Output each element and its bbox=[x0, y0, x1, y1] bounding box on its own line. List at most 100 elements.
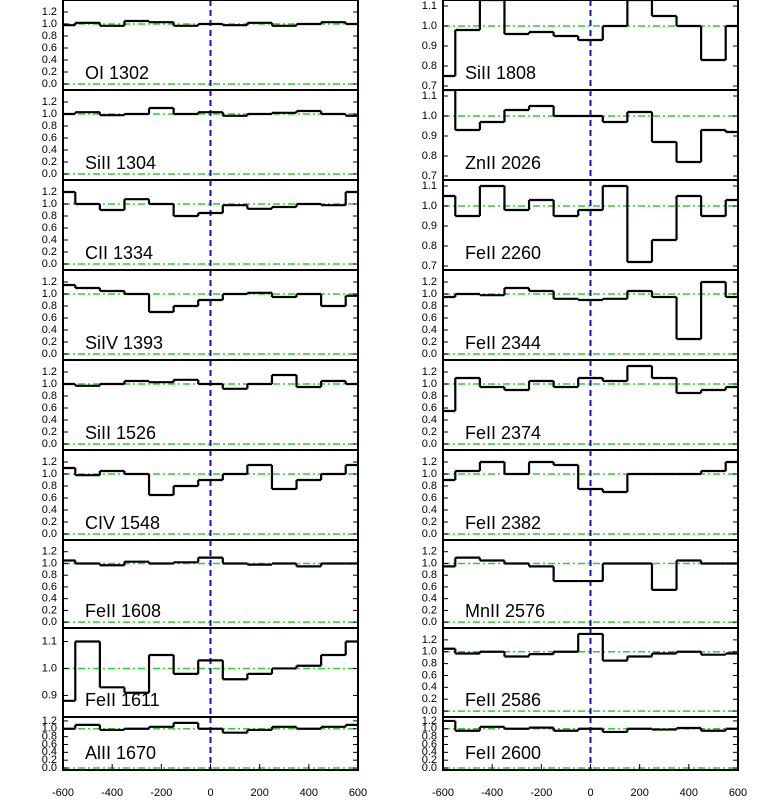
y-tick-label: 0.0 bbox=[42, 616, 57, 628]
y-tick-label: 0.0 bbox=[42, 348, 57, 360]
y-tick-label: 0.6 bbox=[422, 669, 437, 681]
step-connector bbox=[454, 366, 727, 411]
panel: 0.00.20.40.60.81.01.2 FeII 2586 bbox=[422, 627, 739, 718]
y-tick-label: 1.1 bbox=[422, 180, 437, 192]
line-label: FeII 2600 bbox=[465, 743, 541, 763]
profile bbox=[443, 632, 738, 662]
y-tick-label: 0.4 bbox=[42, 324, 57, 336]
y-tick-label: 0.6 bbox=[42, 132, 57, 144]
step-connector bbox=[74, 285, 347, 312]
y-tick-label: 0.6 bbox=[42, 402, 57, 414]
y-tick-label: 0.6 bbox=[422, 738, 437, 750]
y-tick-label: 0.7 bbox=[422, 260, 437, 272]
step-connector bbox=[74, 557, 323, 567]
step-connector bbox=[74, 465, 347, 495]
line-label: SiII 1808 bbox=[465, 63, 536, 83]
profile bbox=[63, 19, 358, 27]
y-tick-label: 1.2 bbox=[42, 96, 57, 108]
y-tick-label: 0.4 bbox=[422, 324, 437, 336]
y-tick-label: 0.2 bbox=[42, 66, 57, 78]
step-connector bbox=[454, 0, 727, 76]
y-tick-label: 0.8 bbox=[42, 30, 57, 42]
panel-frame bbox=[62, 716, 359, 771]
y-tick-label: 0.6 bbox=[422, 581, 437, 593]
y-tick-label: 1.0 bbox=[42, 662, 57, 674]
profile bbox=[443, 184, 738, 264]
line-label: OI 1302 bbox=[85, 63, 149, 83]
y-tick-label: 0.2 bbox=[422, 336, 437, 348]
y-tick-label: 0.2 bbox=[422, 754, 437, 766]
step-connector bbox=[74, 108, 347, 116]
x-tick-label: 600 bbox=[729, 787, 747, 799]
panel: 0.7 0.8 0.9 1.0 1.1 SiII 1808 bbox=[422, 0, 739, 92]
panel: 0.00.20.40.60.81.01.2 CII 1334 bbox=[42, 179, 359, 271]
x-tick-label: 200 bbox=[630, 787, 648, 799]
step-connector bbox=[74, 192, 347, 216]
panel: 0.00.20.40.60.81.01.2 -600 -400 -200 0 200 400… bbox=[42, 715, 367, 799]
y-tick-label: 0.8 bbox=[42, 390, 57, 402]
y-tick-label: 0.8 bbox=[42, 480, 57, 492]
x-tick-label: 400 bbox=[680, 787, 698, 799]
y-tick-label: 0.0 bbox=[42, 438, 57, 450]
y-tick-label: 0.0 bbox=[42, 528, 57, 540]
y-tick-label: 0.4 bbox=[422, 414, 437, 426]
panel: 0.00.20.40.60.81.01.2 OI 1302 bbox=[42, 0, 359, 91]
step-connector bbox=[74, 722, 347, 733]
y-tick-label: 1.2 bbox=[42, 276, 57, 288]
profile bbox=[63, 556, 358, 568]
panel: 0.00.20.40.60.81.01.2 FeII 2382 bbox=[422, 449, 739, 541]
y-tick-label: 0.0 bbox=[422, 616, 437, 628]
y-tick-label: 0.8 bbox=[422, 150, 437, 162]
profile bbox=[443, 556, 738, 591]
y-tick-label: 0.8 bbox=[42, 210, 57, 222]
x-tick-label: -600 bbox=[432, 787, 454, 799]
y-tick-label: 0.0 bbox=[422, 528, 437, 540]
step-connector bbox=[74, 21, 347, 26]
profile bbox=[63, 463, 358, 497]
panel: 0.7 0.8 0.9 1.0 1.1 FeII 2260 bbox=[422, 179, 739, 272]
step-connector bbox=[454, 720, 727, 732]
y-tick-label: 0.6 bbox=[422, 312, 437, 324]
line-label: CIV 1548 bbox=[85, 513, 160, 533]
line-label: FeII 2374 bbox=[465, 423, 541, 443]
y-tick-label: 1.0 bbox=[422, 20, 437, 32]
x-tick-label: -600 bbox=[52, 787, 74, 799]
y-tick-label: 0.6 bbox=[42, 222, 57, 234]
y-tick-label: 0.6 bbox=[42, 738, 57, 750]
y-tick-label: 0.2 bbox=[422, 516, 437, 528]
y-tick-label: 1.0 bbox=[42, 18, 57, 30]
profile bbox=[443, 0, 738, 78]
y-tick-label: 0.7 bbox=[422, 170, 437, 182]
y-tick-label: 0.7 bbox=[422, 80, 437, 92]
line-label: ZnII 2026 bbox=[465, 153, 541, 173]
y-tick-label: 1.2 bbox=[42, 715, 57, 727]
y-tick-label: 1.2 bbox=[42, 366, 57, 378]
y-tick-label: 0.9 bbox=[422, 220, 437, 232]
x-tick-label: 400 bbox=[300, 787, 318, 799]
y-tick-label: 1.2 bbox=[422, 366, 437, 378]
y-tick-label: 1.1 bbox=[422, 90, 437, 102]
panel: 0.00.20.40.60.81.01.2 SiIV 1393 bbox=[42, 269, 359, 361]
y-tick-label: 0.0 bbox=[422, 438, 437, 450]
y-tick-label: 0.9 bbox=[422, 40, 437, 52]
y-tick-label: 1.0 bbox=[422, 110, 437, 122]
y-tick-label: 1.2 bbox=[42, 186, 57, 198]
y-tick-label: 1.0 bbox=[422, 468, 437, 480]
y-tick-label: 0.0 bbox=[42, 762, 57, 774]
step-connector bbox=[454, 633, 727, 661]
y-tick-label: 1.0 bbox=[42, 198, 57, 210]
profile bbox=[63, 373, 358, 390]
y-tick-label: 0.8 bbox=[422, 240, 437, 252]
y-tick-label: 0.6 bbox=[42, 581, 57, 593]
y-tick-label: 1.0 bbox=[42, 557, 57, 569]
step-connector bbox=[454, 282, 727, 339]
panel: 0.00.20.40.60.81.01.2 SiII 1526 bbox=[42, 359, 359, 451]
y-tick-label: 1.2 bbox=[422, 276, 437, 288]
panel: 0.00.20.40.60.81.01.2 FeII 2344 bbox=[422, 269, 739, 361]
y-tick-label: 1.0 bbox=[42, 723, 57, 735]
x-tick-label: 200 bbox=[250, 787, 268, 799]
profile bbox=[63, 190, 358, 218]
y-tick-label: 1.0 bbox=[42, 468, 57, 480]
y-tick-label: 0.4 bbox=[422, 746, 437, 758]
